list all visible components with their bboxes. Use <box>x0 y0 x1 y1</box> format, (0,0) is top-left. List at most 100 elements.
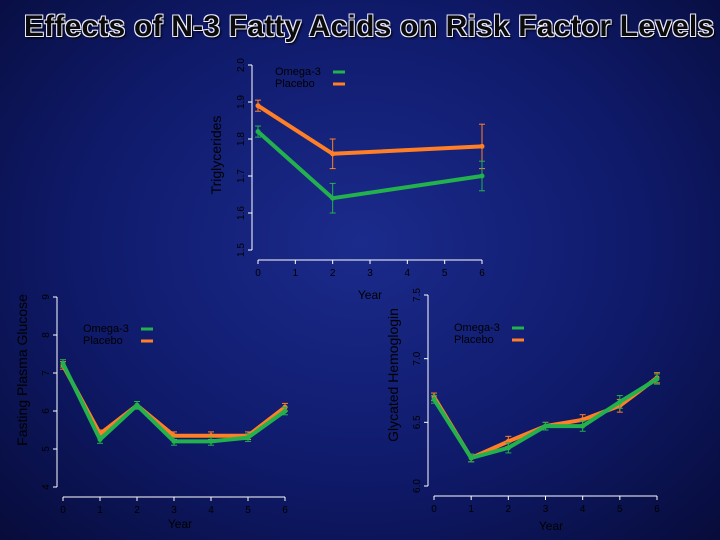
x-tick-label: 2 <box>330 268 336 279</box>
data-point <box>468 453 475 463</box>
point-marker <box>543 423 548 429</box>
data-point <box>431 395 437 404</box>
x-tick-label: 4 <box>405 268 411 279</box>
omega-3-series-line <box>61 362 287 444</box>
x-tick-label: 2 <box>134 505 140 516</box>
data-point <box>616 395 623 409</box>
y-tick-label: 6.5 <box>412 415 423 429</box>
data-point <box>255 125 261 138</box>
y-tick-label: 5 <box>41 446 52 452</box>
x-axis-label: Year <box>168 517 192 531</box>
x-tick-label: 3 <box>367 268 373 279</box>
x-tick-label: 1 <box>293 268 299 279</box>
y-tick-label: 1.5 <box>236 243 247 257</box>
point-marker <box>654 376 660 382</box>
glycated-hemoglobin-chart: 6.0 6.5 7.0 7.5 0 1 2 3 4 5 6 Glycated Hemoglogin Ye… <box>385 288 660 533</box>
data-point <box>60 359 66 368</box>
legend-label: Placebo <box>83 335 123 347</box>
point-marker <box>431 396 437 402</box>
point-marker <box>330 195 336 201</box>
data-point <box>134 401 140 410</box>
point-marker <box>255 103 261 109</box>
y-tick-label: 6.0 <box>412 479 423 493</box>
y-tick-label: 6 <box>41 408 52 414</box>
y-tick-label: 1.8 <box>236 132 247 146</box>
x-tick-label: 6 <box>479 268 485 279</box>
y-tick-label: 9 <box>41 294 52 300</box>
point-marker <box>255 129 261 135</box>
x-tick-label: 0 <box>60 505 66 516</box>
x-axis-label: Year <box>358 288 382 302</box>
y-tick-label: 1.6 <box>236 206 247 220</box>
point-marker <box>245 435 251 441</box>
x-tick-label: 1 <box>97 505 103 516</box>
x-axis-label: Year <box>539 519 563 533</box>
fasting-glucose-chart: 4 5 6 7 8 9 0 1 2 3 4 5 6 Fasting Plasma Glucose Year O… <box>14 294 288 531</box>
slide-title: Effects of N-3 Fatty Acids on Risk Facto… <box>24 10 715 43</box>
x-tick-label: 4 <box>208 505 214 516</box>
point-marker <box>580 423 586 429</box>
x-tick-label: 5 <box>617 504 623 515</box>
y-tick-label: 7 <box>41 370 52 376</box>
point-marker <box>468 455 474 461</box>
point-marker <box>617 399 623 405</box>
x-tick-label: 5 <box>245 505 251 516</box>
data-point <box>208 437 214 446</box>
point-marker <box>60 361 66 366</box>
data-point <box>479 160 485 192</box>
point-marker <box>208 438 214 444</box>
y-axis-label: Glycated Hemoglogin <box>385 308 401 442</box>
legend-label: Omega-3 <box>454 322 500 334</box>
legend-label: Placebo <box>275 78 315 90</box>
x-tick-label: 6 <box>654 504 660 515</box>
point-marker <box>479 143 485 149</box>
y-tick-label: 7.0 <box>412 351 423 365</box>
data-point <box>329 182 336 214</box>
legend-label: Placebo <box>454 334 494 346</box>
point-marker <box>479 173 485 179</box>
point-marker <box>282 408 288 414</box>
point-marker <box>134 402 140 408</box>
point-marker <box>505 445 511 451</box>
triglycerides-chart: 1.5 1.6 1.7 1.8 1.9 2.0 0 1 2 3 4 5 6 Triglycerides Ye… <box>208 58 485 302</box>
data-point <box>171 437 177 446</box>
placebo-series-line <box>432 376 659 460</box>
legend-label: Omega-3 <box>83 323 129 335</box>
data-point <box>542 421 549 431</box>
x-tick-label: 2 <box>506 504 512 515</box>
omega-3-series-line <box>256 130 483 201</box>
data-point <box>505 442 512 454</box>
y-axis-label: Triglycerides <box>208 116 224 195</box>
point-marker <box>208 433 214 439</box>
x-tick-label: 0 <box>255 268 261 279</box>
data-point <box>654 373 660 385</box>
data-point <box>282 406 288 416</box>
point-marker <box>97 437 103 442</box>
x-tick-label: 1 <box>468 504 474 515</box>
point-marker <box>330 151 336 157</box>
x-tick-label: 6 <box>282 505 288 516</box>
x-tick-label: 3 <box>543 504 549 515</box>
data-point <box>245 433 251 442</box>
x-tick-label: 5 <box>442 268 448 279</box>
y-tick-label: 1.7 <box>236 169 247 183</box>
x-tick-label: 3 <box>171 505 177 516</box>
y-tick-label: 4 <box>41 484 52 490</box>
omega-3-series-line <box>432 377 659 460</box>
y-tick-label: 1.9 <box>236 95 247 109</box>
y-axis-label: Fasting Plasma Glucose <box>14 294 30 446</box>
data-point <box>579 420 586 432</box>
y-tick-label: 7.5 <box>412 288 423 302</box>
y-tick-label: 2.0 <box>236 58 247 72</box>
point-marker <box>171 438 177 444</box>
y-tick-label: 8 <box>41 332 52 338</box>
point-marker <box>171 433 177 439</box>
x-tick-label: 0 <box>431 504 437 515</box>
data-point <box>255 99 261 112</box>
placebo-series-line <box>256 104 483 156</box>
x-tick-label: 4 <box>580 504 586 515</box>
placebo-series-line <box>61 364 287 438</box>
legend-label: Omega-3 <box>275 66 321 78</box>
data-point <box>97 435 103 444</box>
data-point <box>329 138 336 170</box>
